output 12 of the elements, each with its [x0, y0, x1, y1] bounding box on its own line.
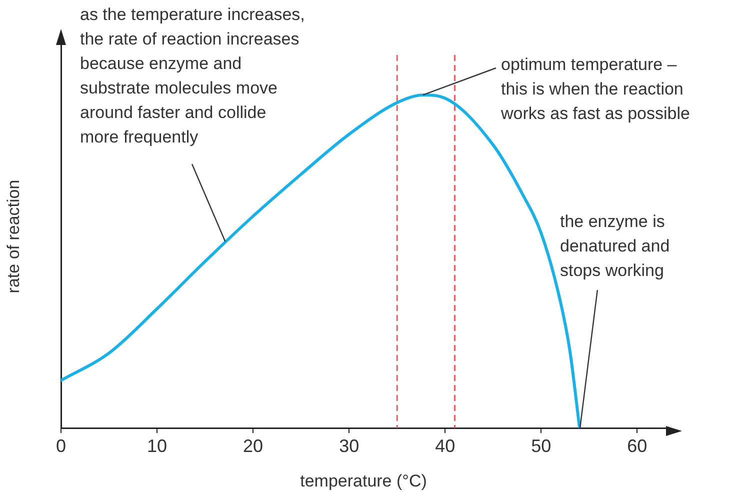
x-tick-label: 20 — [243, 436, 264, 456]
x-tick-label: 60 — [627, 436, 648, 456]
x-tick-label: 40 — [435, 436, 456, 456]
annotation: the enzyme is denatured and stops working — [560, 212, 670, 280]
x-axis-title: temperature (°C) — [300, 471, 427, 490]
annotation: as the temperature increases, the rate of reaction increases because enzyme and substrate molecules move around faster and collide more frequently — [80, 5, 305, 147]
x-tick-label: 0 — [56, 436, 66, 456]
y-axis-title: rate of reaction — [4, 180, 23, 294]
x-tick-label: 30 — [339, 436, 360, 456]
annotation: optimum temperature – this is when the reaction works as fast as possible — [500, 55, 690, 124]
x-tick-label: 50 — [531, 436, 552, 456]
x-tick-label: 10 — [147, 436, 168, 456]
